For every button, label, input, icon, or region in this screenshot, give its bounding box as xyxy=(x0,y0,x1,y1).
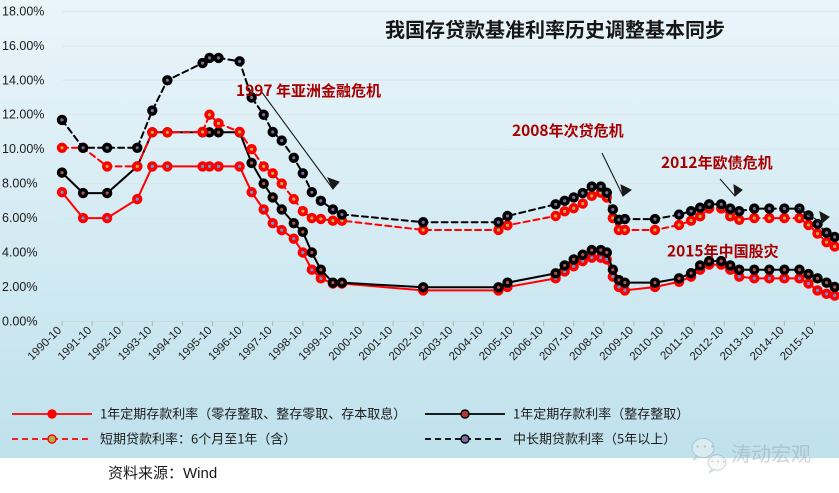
svg-text:2015年中国股灾: 2015年中国股灾 xyxy=(667,240,779,262)
svg-text:我国存贷款基准利率历史调整基本同步: 我国存贷款基准利率历史调整基本同步 xyxy=(385,14,725,43)
svg-text:8.00%: 8.00% xyxy=(2,177,37,191)
svg-text:涛动宏观: 涛动宏观 xyxy=(731,438,811,467)
svg-text:短期贷款利率：6个月至1年（含）: 短期贷款利率：6个月至1年（含） xyxy=(100,429,296,448)
svg-text:12.00%: 12.00% xyxy=(2,108,44,122)
svg-text:18.00%: 18.00% xyxy=(2,5,44,19)
svg-text:2012年欧债危机: 2012年欧债危机 xyxy=(661,151,773,173)
svg-text:16.00%: 16.00% xyxy=(2,39,44,53)
svg-text:2008年次贷危机: 2008年次贷危机 xyxy=(512,119,624,141)
svg-text:2.00%: 2.00% xyxy=(2,280,37,294)
svg-text:10.00%: 10.00% xyxy=(2,142,44,156)
svg-text:中长期贷款利率（5年以上）: 中长期贷款利率（5年以上） xyxy=(513,429,676,448)
svg-text:14.00%: 14.00% xyxy=(2,73,44,87)
svg-text:4.00%: 4.00% xyxy=(2,246,37,260)
svg-text:6.00%: 6.00% xyxy=(2,211,37,225)
svg-text:1997 年亚洲金融危机: 1997 年亚洲金融危机 xyxy=(236,79,381,101)
svg-text:资料来源：Wind: 资料来源：Wind xyxy=(108,462,217,483)
svg-text:1年定期存款利率（整存整取）: 1年定期存款利率（整存整取） xyxy=(513,404,689,423)
svg-text:1年定期存款利率（零存整取、整存零取、存本取息）: 1年定期存款利率（零存整取、整存零取、存本取息） xyxy=(100,404,406,423)
svg-text:0.00%: 0.00% xyxy=(2,314,37,328)
